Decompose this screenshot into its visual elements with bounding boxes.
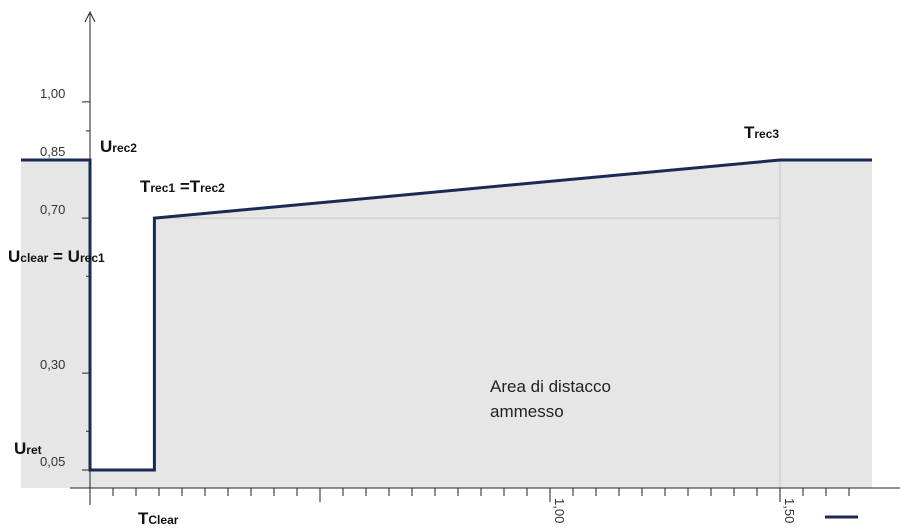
fill-left-block xyxy=(21,160,90,488)
y-axis-arrow xyxy=(84,10,96,23)
series xyxy=(21,158,872,472)
label-uclear-urec1: Uclear = Urec1 xyxy=(8,247,105,266)
x-tick-label: 1,00 xyxy=(552,498,567,523)
y-tick-label: 1,00 xyxy=(40,86,65,101)
x-tick-label: 1,50 xyxy=(782,498,797,523)
x-ticks: 1,00 1,50 xyxy=(89,488,850,523)
label-trec1-trec2: Trec1 =Trec2 xyxy=(140,177,225,196)
label-tclear: TClear xyxy=(138,509,179,528)
label-urec2: Urec2 xyxy=(100,137,137,156)
label-uret: Uret xyxy=(14,439,42,458)
y-tick-label: 0,85 xyxy=(40,144,65,159)
area-caption-line2: ammesso xyxy=(490,402,564,421)
series-line xyxy=(21,158,872,472)
y-tick-label: 0,30 xyxy=(40,357,65,372)
area-caption-line1: Area di distacco xyxy=(490,377,611,396)
fill-dip-floor xyxy=(90,470,155,488)
y-tick-label: 0,70 xyxy=(40,202,65,217)
permitted-disconnect-area xyxy=(21,160,872,488)
guide-lines xyxy=(154,160,781,498)
label-trec3: Trec3 xyxy=(744,123,779,142)
y-tick-label: 0,05 xyxy=(40,454,65,469)
fill-ramp-region xyxy=(154,160,872,488)
y-ticks: 0,05 0,30 0,70 0,85 1,00 xyxy=(40,86,90,471)
